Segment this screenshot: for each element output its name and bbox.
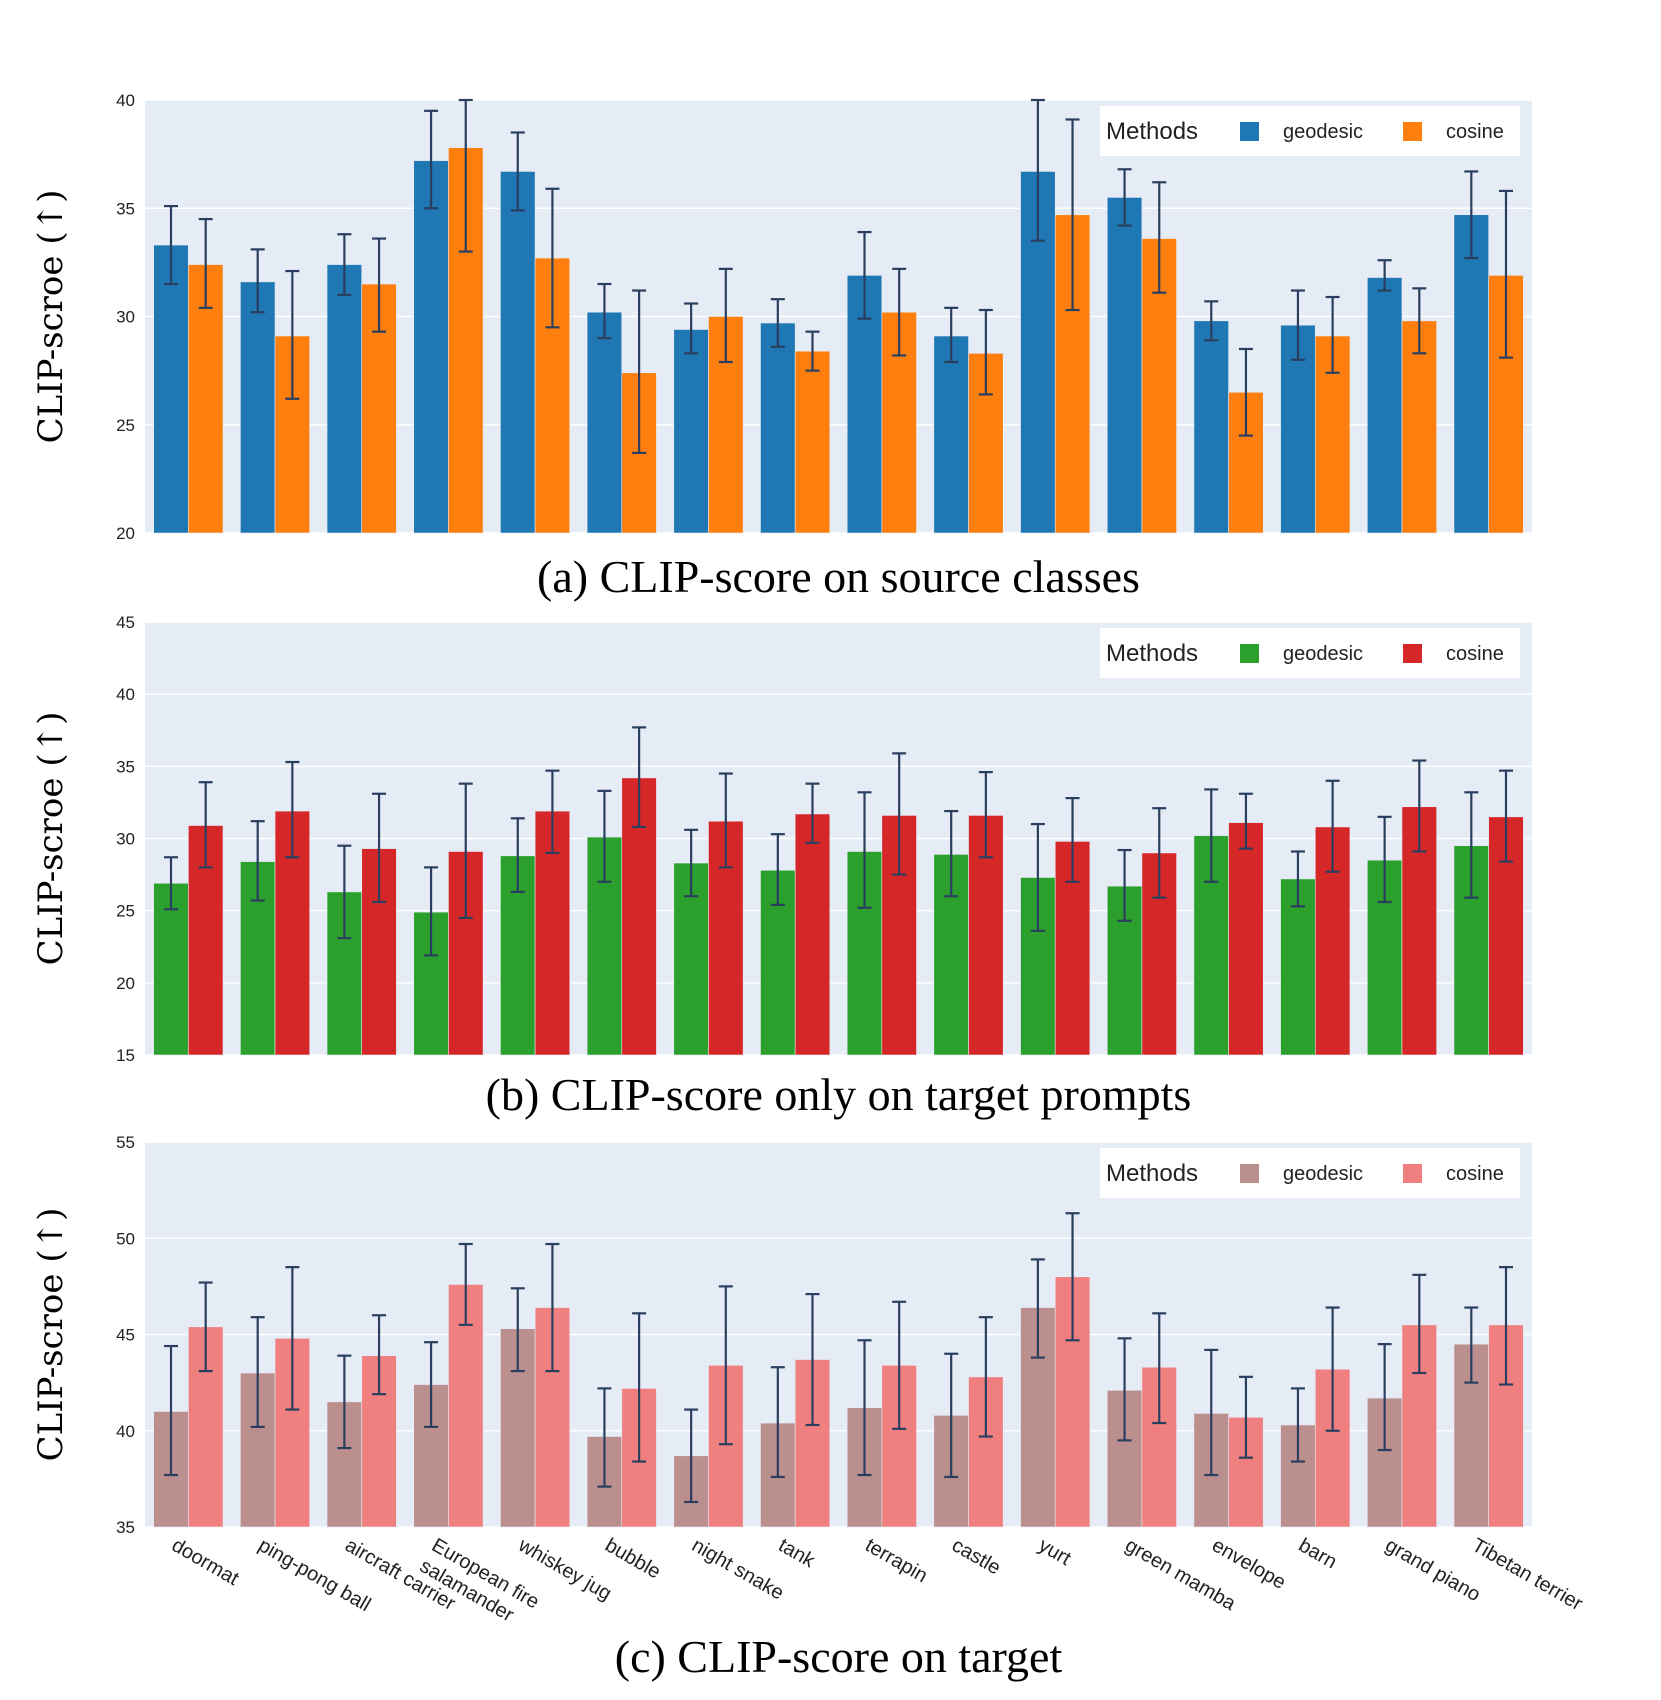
x-tick-label: night snake	[688, 1534, 788, 1604]
bar-geodesic	[326, 264, 363, 534]
y-axis-label: CLIP-scroe (↑)	[31, 712, 71, 966]
y-tick-label: 25	[116, 902, 135, 921]
legend-swatch-geodesic	[1240, 1164, 1259, 1183]
y-tick-label: 20	[116, 974, 135, 993]
bar-geodesic	[413, 160, 449, 534]
legend-title: Methods	[1106, 1160, 1198, 1187]
legend: Methods geodesic cosine	[1100, 106, 1520, 156]
bar-cosine	[881, 1365, 917, 1528]
y-tick-label: 30	[116, 830, 135, 849]
bar-cosine	[188, 264, 224, 534]
bar-geodesic	[153, 244, 189, 534]
legend-label-cosine: cosine	[1446, 1163, 1504, 1185]
y-tick-label: 40	[116, 91, 135, 110]
legend-swatch-cosine	[1403, 644, 1422, 663]
legend-box	[1100, 628, 1520, 678]
y-tick-label: 30	[116, 308, 135, 327]
bar-geodesic	[1453, 214, 1489, 534]
bar-geodesic	[153, 882, 189, 1056]
x-tick-label: grand piano	[1381, 1534, 1484, 1606]
legend-label-cosine: cosine	[1446, 121, 1504, 143]
legend-box	[1100, 1148, 1520, 1198]
legend-label-cosine: cosine	[1446, 643, 1504, 665]
legend-swatch-geodesic	[1240, 122, 1259, 141]
legend: Methods geodesic cosine	[1100, 1148, 1520, 1198]
chart-panel-3: 35 40 45 50 55 CLIP-scroe (↑) Methods geodesic c…	[31, 1133, 1587, 1682]
bar-geodesic	[500, 855, 536, 1056]
bar-geodesic	[1193, 320, 1229, 534]
y-tick-label: 45	[116, 613, 135, 632]
panel-caption: (c) CLIP-score on target	[615, 1631, 1063, 1682]
y-axis-label: CLIP-scroe (↑)	[31, 1208, 71, 1462]
y-tick-label: 40	[116, 685, 135, 704]
legend-swatch-geodesic	[1240, 644, 1259, 663]
y-tick-label: 40	[116, 1422, 135, 1441]
chart-panel-2: 15 20 25 30 35 40 45 CLIP-scroe (↑) Methods geode…	[31, 613, 1532, 1120]
y-tick-label: 35	[116, 1518, 135, 1537]
bar-geodesic	[760, 322, 796, 534]
x-tick-label: tank	[775, 1534, 820, 1572]
bar-geodesic	[1106, 197, 1143, 534]
x-tick-label: bubble	[601, 1534, 664, 1583]
bar-geodesic	[933, 335, 969, 534]
x-tick-label: Tibetan terrier	[1468, 1534, 1586, 1615]
x-tick-label: yurt	[1035, 1534, 1075, 1570]
y-axis-label: CLIP-scroe (↑)	[31, 190, 71, 444]
legend-title: Methods	[1106, 118, 1198, 145]
bar-geodesic	[586, 311, 623, 534]
legend-box	[1100, 106, 1520, 156]
y-tick-label: 50	[116, 1229, 135, 1248]
legend-label-geodesic: geodesic	[1283, 1163, 1363, 1185]
panel-caption: (b) CLIP-score only on target prompts	[486, 1069, 1192, 1120]
bar-geodesic	[500, 171, 536, 534]
y-tick-label: 20	[116, 524, 135, 543]
x-tick-label: castle	[948, 1534, 1004, 1579]
y-tick-label: 35	[116, 199, 135, 218]
y-tick-label: 55	[116, 1133, 135, 1152]
x-tick-label: barn	[1295, 1534, 1341, 1573]
legend-label-geodesic: geodesic	[1283, 121, 1363, 143]
y-tick-label: 25	[116, 416, 135, 435]
chart-panel-1: 20 25 30 35 40 CLIP-scroe (↑) Methods geodesic c…	[31, 91, 1532, 602]
legend-swatch-cosine	[1403, 122, 1422, 141]
x-tick-label: doormat	[168, 1534, 243, 1590]
bar-cosine	[1401, 320, 1437, 534]
y-tick-label: 15	[116, 1046, 135, 1065]
y-tick-label: 35	[116, 757, 135, 776]
bar-geodesic	[673, 329, 709, 534]
bar-cosine	[794, 350, 831, 534]
x-tick-label: terrapin	[861, 1534, 931, 1587]
legend-swatch-cosine	[1403, 1164, 1422, 1183]
legend-title: Methods	[1106, 640, 1198, 667]
legend: Methods geodesic cosine	[1100, 628, 1520, 678]
bar-geodesic	[240, 281, 276, 534]
bar-geodesic	[1366, 277, 1403, 534]
bar-geodesic	[1280, 878, 1316, 1056]
legend-label-geodesic: geodesic	[1283, 643, 1363, 665]
bar-cosine	[1228, 822, 1264, 1056]
y-tick-label: 45	[116, 1326, 135, 1345]
panel-caption: (a) CLIP-score on source classes	[537, 551, 1140, 602]
bar-cosine	[794, 813, 831, 1056]
bar-cosine	[1314, 335, 1351, 534]
